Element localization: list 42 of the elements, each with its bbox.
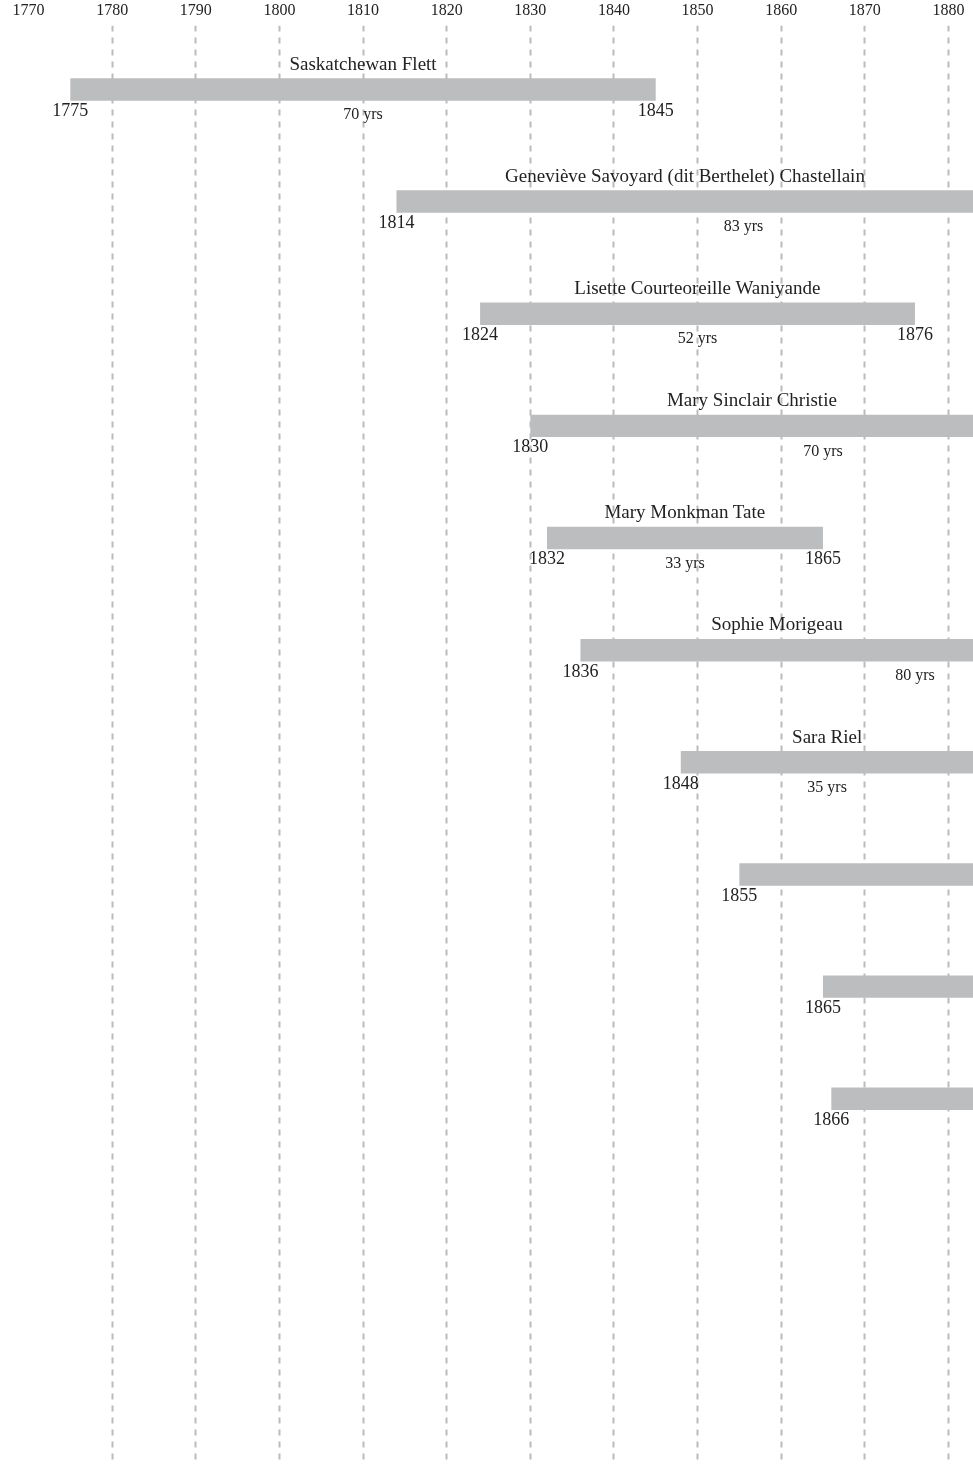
- y-tick-label: Mary Sinclair Christie: [666, 389, 837, 411]
- annotation: 1865: [804, 548, 841, 569]
- x-tick-label: 1770: [12, 0, 45, 18]
- x-tick-label: 1820: [430, 0, 463, 18]
- annotation: 1814: [378, 212, 415, 233]
- x-tick-label: 1860: [765, 0, 798, 18]
- y-tick-label: Lisette Courteoreille Waniyande: [574, 277, 821, 299]
- x-tick-label: 1850: [681, 0, 714, 18]
- annotation: 1832: [529, 548, 565, 569]
- x-tick-label: 1840: [597, 0, 630, 18]
- annotation: 1876: [896, 324, 933, 345]
- data-label: 33 yrs: [665, 553, 705, 572]
- x-tick-label: 1790: [179, 0, 212, 18]
- data-label: 80 yrs: [895, 665, 935, 684]
- x-tick-label: 1880: [932, 0, 965, 18]
- data-label: 52 yrs: [677, 329, 718, 348]
- annotation: 1865: [804, 997, 841, 1018]
- annotation: 1866: [813, 1109, 850, 1130]
- data-label: 35 yrs: [807, 778, 847, 797]
- y-tick-label: Sara Riel: [792, 725, 863, 747]
- y-tick-label: Sophie Morigeau: [711, 613, 844, 635]
- bar: [480, 302, 915, 325]
- x-tick-label: 1830: [514, 0, 547, 18]
- x-tick-label: 1810: [347, 0, 380, 18]
- x-tick-label: 1780: [96, 0, 129, 18]
- annotation: 1848: [662, 772, 699, 793]
- data-label: 83 yrs: [723, 217, 764, 236]
- y-tick-label: Geneviève Savoyard (dit Berthelet) Chastellain: [505, 164, 866, 187]
- y-tick-label: Saskatchewan Flett: [289, 52, 438, 74]
- data-label: 70 yrs: [343, 105, 383, 124]
- data-label: 70 yrs: [803, 441, 843, 460]
- bar: [547, 526, 823, 550]
- annotation: 1824: [462, 324, 499, 345]
- annotation: 1830: [512, 436, 549, 457]
- annotation: 1845: [637, 99, 674, 120]
- annotation: 1836: [562, 660, 599, 681]
- annotation: 1775: [52, 99, 89, 120]
- bar: [739, 863, 973, 886]
- y-tick-label: Mary Monkman Tate: [604, 501, 766, 523]
- x-tick-label: 1870: [848, 0, 881, 18]
- x-tick-label: 1800: [263, 0, 296, 18]
- annotation: 1855: [721, 884, 758, 905]
